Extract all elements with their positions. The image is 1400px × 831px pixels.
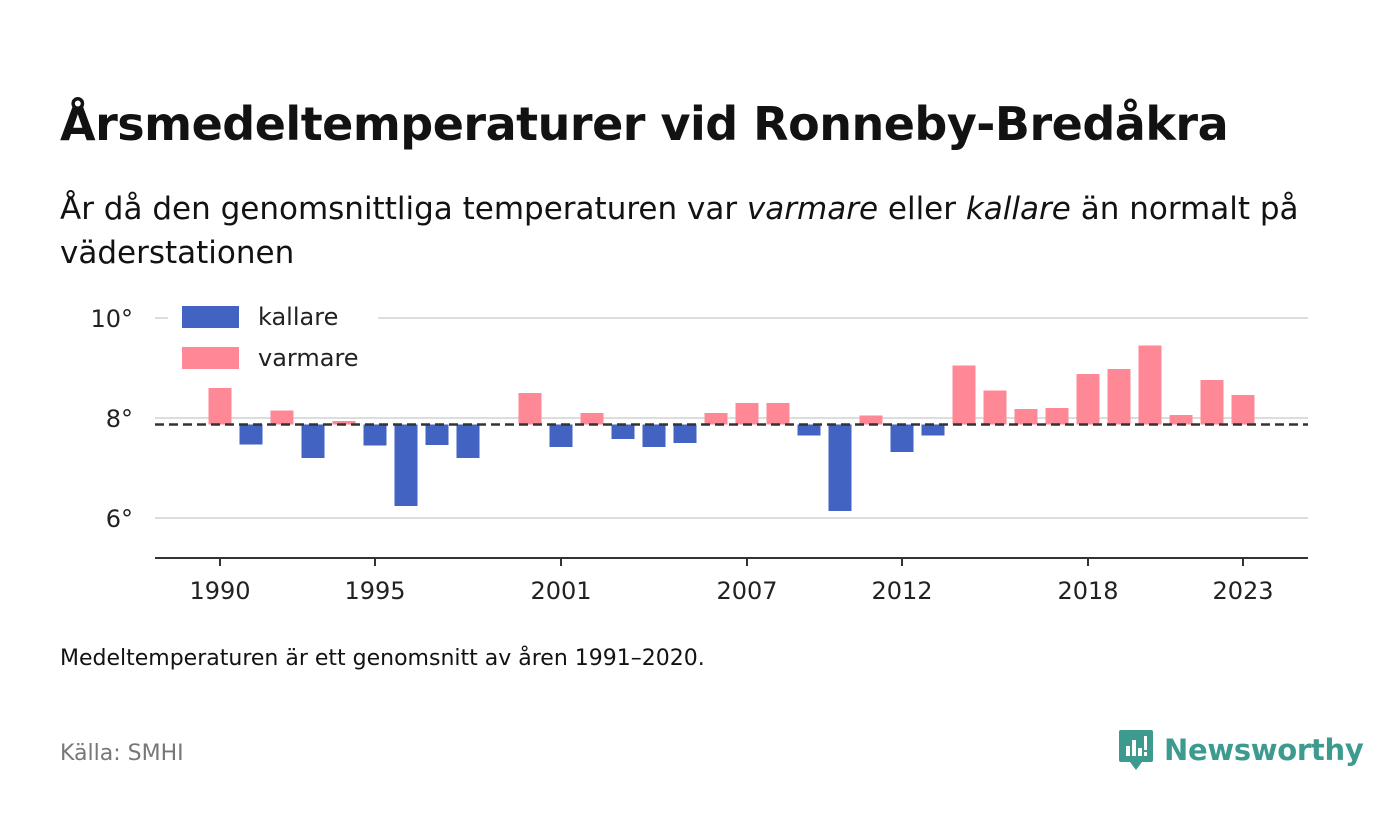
bar-1991 bbox=[239, 424, 263, 445]
y-tick-label: 8° bbox=[106, 405, 133, 433]
bar-2005 bbox=[673, 424, 697, 443]
source-label: Källa: SMHI bbox=[60, 741, 184, 766]
bar-2011 bbox=[859, 415, 883, 425]
bar-2003 bbox=[611, 424, 635, 439]
subtitle-text: eller bbox=[878, 191, 966, 227]
y-tick-label: 6° bbox=[106, 505, 133, 533]
x-tick-label: 2001 bbox=[530, 577, 591, 605]
bar-1990 bbox=[208, 388, 232, 425]
temperature-bar-chart: 6° 8° 10° kallare varmare 1990 1995 2001 2007 2… bbox=[90, 298, 1308, 605]
bar-2022 bbox=[1200, 380, 1224, 425]
brand-logo[interactable]: Newsworthy bbox=[1118, 728, 1364, 772]
subtitle-text: År då den genomsnittliga temperaturen va… bbox=[60, 191, 747, 227]
x-tick-label: 1990 bbox=[189, 577, 250, 605]
bar-2015 bbox=[983, 390, 1007, 425]
bar-1997 bbox=[425, 424, 449, 445]
x-tick-label: 2018 bbox=[1057, 577, 1118, 605]
bar-2001 bbox=[549, 424, 573, 447]
bar-2023 bbox=[1231, 395, 1255, 425]
bar-2009 bbox=[797, 424, 821, 436]
bar-2002 bbox=[580, 413, 604, 425]
subtitle-text: än normalt på väderstationen bbox=[60, 191, 1299, 271]
bar-2010 bbox=[828, 424, 852, 511]
brand-name: Newsworthy bbox=[1164, 733, 1364, 767]
bar-2016 bbox=[1014, 409, 1038, 425]
bar-1995 bbox=[363, 424, 387, 446]
x-tick-label: 2023 bbox=[1212, 577, 1273, 605]
x-axis: 1990 1995 2001 2007 2012 2018 2023 bbox=[155, 557, 1308, 605]
bar-2012 bbox=[890, 424, 914, 452]
bar-2020 bbox=[1138, 345, 1162, 425]
bar-1994 bbox=[332, 421, 356, 425]
footnote: Medeltemperaturen är ett genomsnitt av å… bbox=[60, 646, 705, 671]
x-tick-label: 1995 bbox=[344, 577, 405, 605]
legend-swatch-cold bbox=[182, 306, 239, 328]
bars bbox=[208, 345, 1255, 511]
bar-2017 bbox=[1045, 408, 1069, 425]
bar-2018 bbox=[1076, 374, 1100, 425]
bar-2004 bbox=[642, 424, 666, 447]
bar-2013 bbox=[921, 424, 945, 436]
subtitle-warm-word: varmare bbox=[746, 191, 879, 227]
bar-2007 bbox=[735, 403, 759, 425]
bar-1993 bbox=[301, 424, 325, 458]
bar-2019 bbox=[1107, 369, 1131, 425]
x-tick-label: 2012 bbox=[871, 577, 932, 605]
legend-label-warm: varmare bbox=[258, 344, 359, 372]
legend: kallare varmare bbox=[168, 298, 378, 380]
x-tick-label: 2007 bbox=[716, 577, 777, 605]
bar-1996 bbox=[394, 424, 418, 506]
subtitle-cold-word: kallare bbox=[965, 191, 1071, 227]
chart-title: Årsmedeltemperaturer vid Ronneby-Bredåkr… bbox=[60, 96, 1229, 151]
legend-swatch-warm bbox=[182, 347, 239, 369]
newsworthy-logo-icon bbox=[1119, 730, 1153, 770]
bar-2021 bbox=[1169, 415, 1193, 425]
bar-2014 bbox=[952, 365, 976, 425]
bar-1992 bbox=[270, 410, 294, 425]
bar-2008 bbox=[766, 403, 790, 425]
y-tick-label: 10° bbox=[90, 305, 133, 333]
chart-subtitle: År då den genomsnittliga temperaturen va… bbox=[60, 187, 1330, 275]
legend-label-cold: kallare bbox=[258, 303, 338, 331]
bar-2006 bbox=[704, 413, 728, 425]
y-axis-ticks: 6° 8° 10° bbox=[90, 305, 133, 533]
bar-2000 bbox=[518, 393, 542, 425]
bar-1998 bbox=[456, 424, 480, 458]
